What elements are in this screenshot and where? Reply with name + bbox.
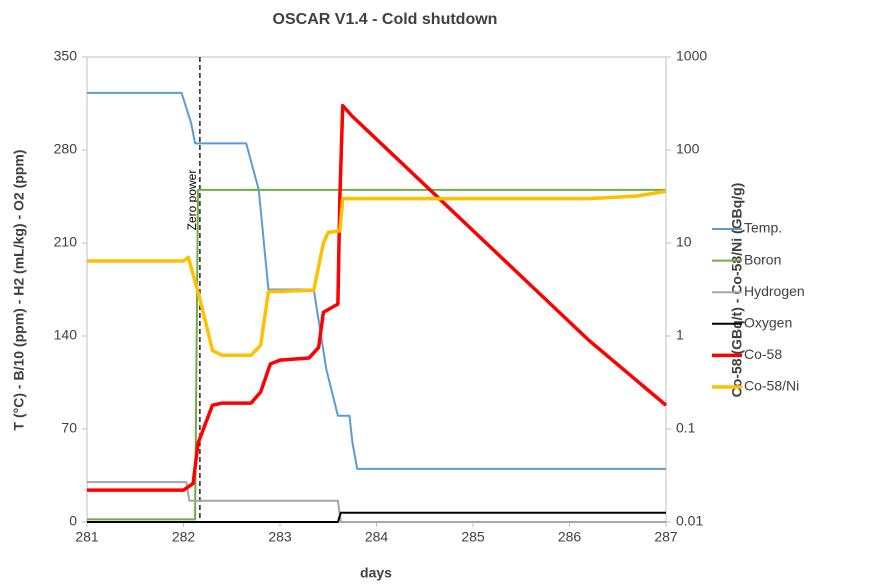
y2-tick-label: 100 <box>676 141 700 157</box>
series-line <box>87 189 667 358</box>
y-tick-label: 210 <box>54 234 78 250</box>
series-line <box>87 188 666 521</box>
x-tick-label: 287 <box>654 529 678 545</box>
legend-label: Co-58 <box>744 346 782 362</box>
y-tick-label: 350 <box>54 48 78 64</box>
x-axis-title: days <box>360 565 392 581</box>
x-tick-label: 286 <box>558 529 582 545</box>
legend-label: Co-58/Ni <box>744 378 799 394</box>
legend-label: Oxygen <box>744 315 792 331</box>
y-tick-label: 70 <box>61 420 77 436</box>
y2-axis-title: Co-58 (GBq/t) - Co-58/Ni (GBq/g) <box>729 183 745 398</box>
y2-tick-label: 1000 <box>676 48 707 64</box>
legend-label: Hydrogen <box>744 283 805 299</box>
zero-power-label: Zero power <box>185 170 199 231</box>
legend-label: Temp. <box>744 220 782 236</box>
y2-tick-label: 1 <box>676 327 684 343</box>
x-tick-label: 282 <box>172 529 196 545</box>
x-tick-label: 284 <box>365 529 389 545</box>
y2-tick-label: 0.01 <box>676 513 703 529</box>
x-tick-label: 285 <box>461 529 485 545</box>
series-line <box>87 103 668 492</box>
series-line <box>87 511 666 523</box>
x-tick-label: 283 <box>268 529 292 545</box>
series-line <box>87 91 666 470</box>
y-tick-label: 140 <box>54 327 78 343</box>
plot-frame <box>86 56 667 523</box>
y2-tick-label: 10 <box>676 234 692 250</box>
y2-tick-label: 0.1 <box>676 420 696 436</box>
x-tick-label: 281 <box>75 529 99 545</box>
chart-title: OSCAR V1.4 - Cold shutdown <box>273 11 498 28</box>
legend-label: Boron <box>744 251 781 267</box>
y-tick-label: 280 <box>54 141 78 157</box>
y-axis-title: T (°C) - B/10 (ppm) - H2 (mL/kg) - O2 (p… <box>11 150 27 431</box>
y-tick-label: 0 <box>69 513 77 529</box>
series-line <box>87 481 666 523</box>
